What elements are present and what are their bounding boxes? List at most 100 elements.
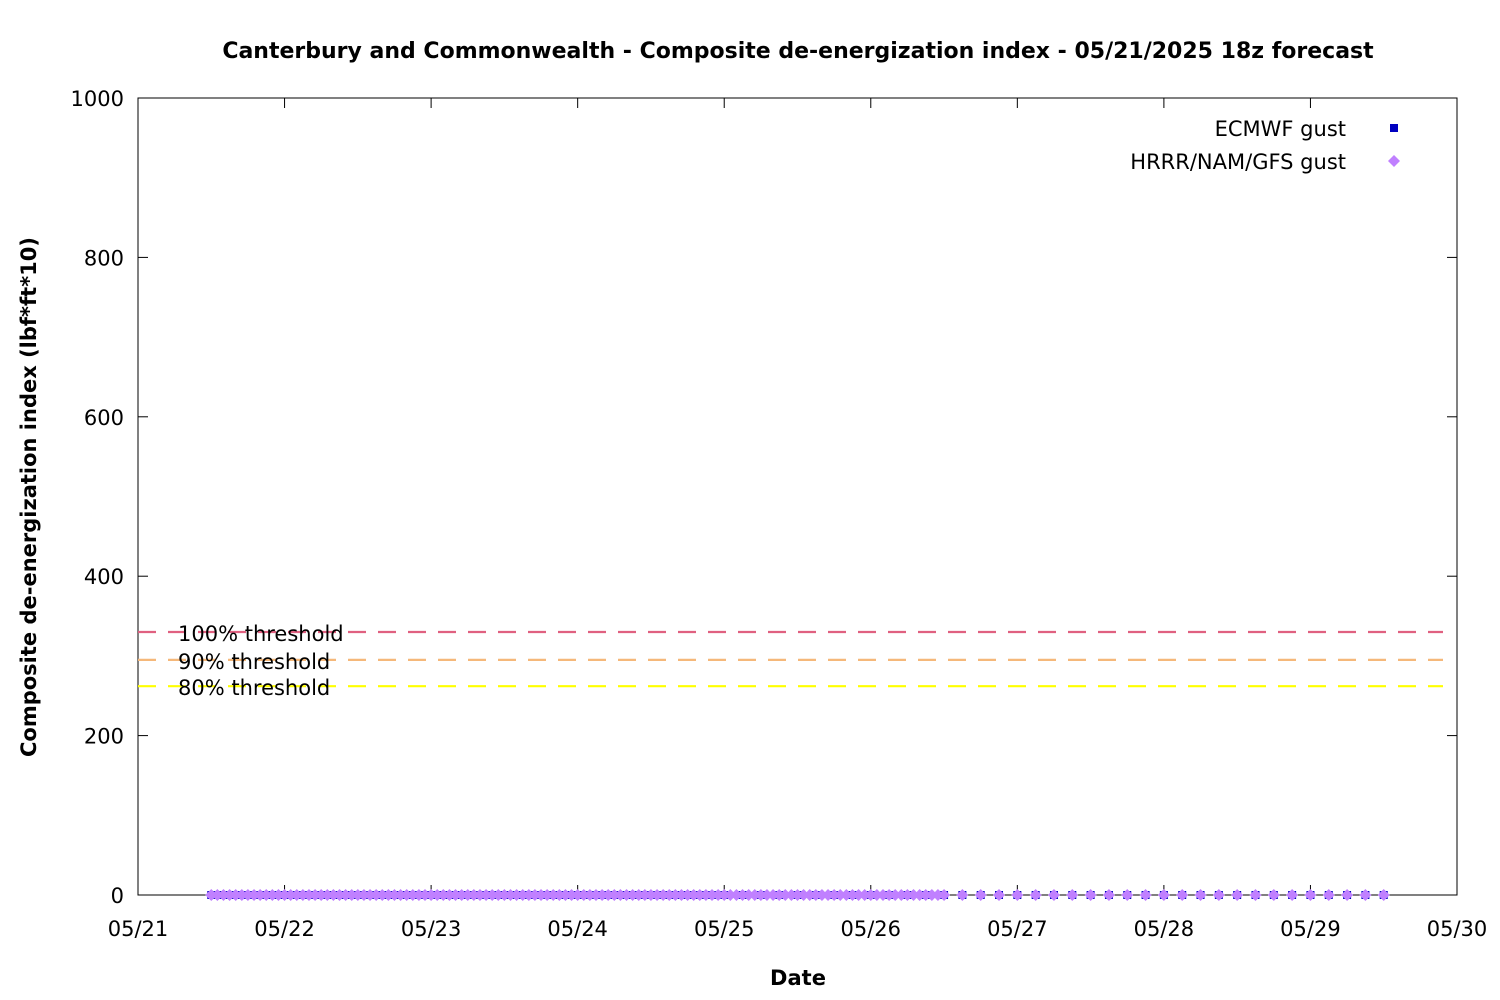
data-point: [327, 889, 340, 901]
data-point: [455, 889, 468, 901]
series-1-points: [205, 889, 1390, 901]
data-point: [858, 889, 871, 901]
data-point: [437, 889, 450, 901]
data-point: [333, 889, 346, 901]
data-point: [706, 889, 719, 901]
data-point: [773, 889, 786, 901]
data-point: [583, 889, 596, 901]
y-tick-label: 600: [84, 406, 124, 430]
plot-frame: [137, 97, 1458, 896]
data-point: [1249, 889, 1262, 901]
data-point: [669, 889, 682, 901]
legend: ECMWF gust HRRR/NAM/GFS gust: [1130, 117, 1400, 174]
data-point: [522, 889, 535, 901]
data-point: [638, 889, 651, 901]
data-point: [632, 889, 645, 901]
y-tick-label: 400: [84, 565, 124, 589]
data-point: [461, 889, 474, 901]
data-point: [443, 889, 456, 901]
x-tick-label: 05/30: [1427, 917, 1488, 941]
data-point: [644, 889, 657, 901]
data-point: [822, 889, 835, 901]
data-point: [809, 889, 822, 901]
data-point: [718, 889, 731, 901]
plot-area: 05/21 05/22 05/23 05/24 05/25 05/26 05/27 05/28…: [71, 87, 1488, 941]
data-point: [846, 889, 859, 901]
data-point: [1267, 889, 1280, 901]
threshold-label: 100% threshold: [178, 622, 344, 646]
data-point: [1011, 889, 1024, 901]
data-point: [321, 889, 334, 901]
data-point: [376, 889, 389, 901]
data-point: [742, 889, 755, 901]
data-point: [1066, 889, 1079, 901]
data-point: [1157, 889, 1170, 901]
data-point: [748, 889, 761, 901]
legend-marker: [1388, 155, 1400, 167]
x-tick-label: 05/26: [841, 917, 902, 941]
x-tick-label: 05/25: [694, 917, 755, 941]
data-point: [1084, 889, 1097, 901]
data-point: [217, 889, 230, 901]
data-point: [767, 889, 780, 901]
data-point: [370, 889, 383, 901]
data-point: [516, 889, 529, 901]
data-point: [205, 889, 218, 901]
data-point: [620, 889, 633, 901]
x-tick-label: 05/22: [254, 917, 315, 941]
data-point: [541, 889, 554, 901]
data-point: [272, 889, 285, 901]
data-point: [931, 889, 944, 901]
data-point: [675, 889, 688, 901]
data-point: [651, 889, 664, 901]
data-point: [736, 889, 749, 901]
data-point: [547, 889, 560, 901]
y-tick-label: 200: [84, 725, 124, 749]
data-point: [699, 889, 712, 901]
data-point: [895, 889, 908, 901]
data-point: [1212, 889, 1225, 901]
data-point: [290, 889, 303, 901]
data-point: [492, 889, 505, 901]
data-point: [223, 889, 236, 901]
data-point: [510, 889, 523, 901]
data-point: [1176, 889, 1189, 901]
x-tick-label: 05/23: [401, 917, 462, 941]
data-point: [406, 889, 419, 901]
data-point: [553, 889, 566, 901]
data-point: [785, 889, 798, 901]
data-point: [364, 889, 377, 901]
data-point: [394, 889, 407, 901]
data-point: [254, 889, 267, 901]
x-tick-label: 05/21: [108, 917, 169, 941]
data-point: [1359, 889, 1372, 901]
data-point: [229, 889, 242, 901]
data-point: [388, 889, 401, 901]
data-point: [852, 889, 865, 901]
data-point: [925, 889, 938, 901]
data-point: [663, 889, 676, 901]
data-point: [1231, 889, 1244, 901]
data-point: [883, 889, 896, 901]
data-point: [1102, 889, 1115, 901]
data-point: [1304, 889, 1317, 901]
data-point: [260, 889, 273, 901]
data-point: [596, 889, 609, 901]
data-point: [681, 889, 694, 901]
data-point: [876, 889, 889, 901]
data-point: [614, 889, 627, 901]
data-point: [797, 889, 810, 901]
data-point: [480, 889, 493, 901]
data-point: [1047, 889, 1060, 901]
data-point: [974, 889, 987, 901]
data-point: [278, 889, 291, 901]
legend-label: ECMWF gust: [1215, 117, 1346, 141]
data-point: [296, 889, 309, 901]
data-point: [901, 889, 914, 901]
legend-label: HRRR/NAM/GFS gust: [1130, 150, 1346, 174]
data-point: [693, 889, 706, 901]
data-point: [870, 889, 883, 901]
data-point: [559, 889, 572, 901]
data-point: [840, 889, 853, 901]
